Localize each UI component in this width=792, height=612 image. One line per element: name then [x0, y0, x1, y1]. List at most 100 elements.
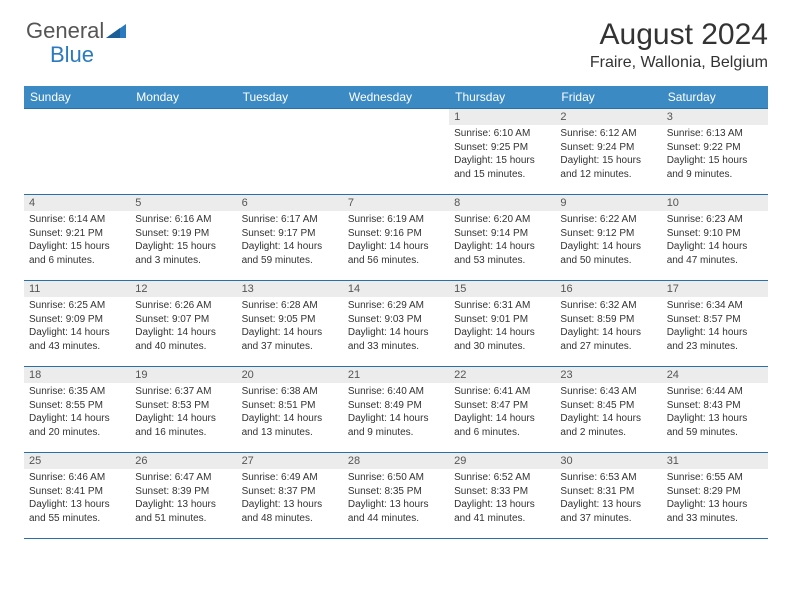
day-line-d1: Daylight: 14 hours: [242, 240, 338, 254]
day-line-d1: Daylight: 14 hours: [454, 240, 550, 254]
day-line-ss: Sunset: 8:49 PM: [348, 399, 444, 413]
day-line-d1: Daylight: 14 hours: [560, 326, 656, 340]
weekday-header: Saturday: [662, 86, 768, 109]
calendar-cell: 5Sunrise: 6:16 AMSunset: 9:19 PMDaylight…: [130, 195, 236, 281]
calendar-cell: 6Sunrise: 6:17 AMSunset: 9:17 PMDaylight…: [237, 195, 343, 281]
day-details: Sunrise: 6:55 AMSunset: 8:29 PMDaylight:…: [662, 469, 768, 529]
day-line-sr: Sunrise: 6:35 AM: [29, 385, 125, 399]
day-line-sr: Sunrise: 6:19 AM: [348, 213, 444, 227]
day-line-ss: Sunset: 9:14 PM: [454, 227, 550, 241]
day-line-d1: Daylight: 13 hours: [667, 498, 763, 512]
day-details: Sunrise: 6:47 AMSunset: 8:39 PMDaylight:…: [130, 469, 236, 529]
day-details: Sunrise: 6:19 AMSunset: 9:16 PMDaylight:…: [343, 211, 449, 271]
calendar-cell: [24, 109, 130, 195]
calendar-cell: 13Sunrise: 6:28 AMSunset: 9:05 PMDayligh…: [237, 281, 343, 367]
day-line-d2: and 43 minutes.: [29, 340, 125, 354]
day-line-d2: and 50 minutes.: [560, 254, 656, 268]
day-number: 16: [555, 281, 661, 297]
day-details: Sunrise: 6:10 AMSunset: 9:25 PMDaylight:…: [449, 125, 555, 185]
day-line-sr: Sunrise: 6:38 AM: [242, 385, 338, 399]
calendar-cell: 26Sunrise: 6:47 AMSunset: 8:39 PMDayligh…: [130, 453, 236, 539]
day-line-d2: and 40 minutes.: [135, 340, 231, 354]
day-line-ss: Sunset: 9:03 PM: [348, 313, 444, 327]
day-line-sr: Sunrise: 6:13 AM: [667, 127, 763, 141]
day-number: 18: [24, 367, 130, 383]
day-line-ss: Sunset: 9:25 PM: [454, 141, 550, 155]
day-line-d1: Daylight: 13 hours: [667, 412, 763, 426]
day-number: 12: [130, 281, 236, 297]
day-line-d2: and 3 minutes.: [135, 254, 231, 268]
day-line-ss: Sunset: 9:07 PM: [135, 313, 231, 327]
day-details: Sunrise: 6:46 AMSunset: 8:41 PMDaylight:…: [24, 469, 130, 529]
calendar-row: 1Sunrise: 6:10 AMSunset: 9:25 PMDaylight…: [24, 109, 768, 195]
day-line-d1: Daylight: 14 hours: [667, 326, 763, 340]
day-line-ss: Sunset: 8:51 PM: [242, 399, 338, 413]
day-number: 22: [449, 367, 555, 383]
day-number: 3: [662, 109, 768, 125]
day-line-d1: Daylight: 13 hours: [560, 498, 656, 512]
day-line-d2: and 37 minutes.: [560, 512, 656, 526]
day-line-d2: and 59 minutes.: [667, 426, 763, 440]
day-details: Sunrise: 6:52 AMSunset: 8:33 PMDaylight:…: [449, 469, 555, 529]
day-number: 30: [555, 453, 661, 469]
day-line-d1: Daylight: 14 hours: [135, 326, 231, 340]
day-line-ss: Sunset: 9:24 PM: [560, 141, 656, 155]
day-number: 15: [449, 281, 555, 297]
day-details: Sunrise: 6:53 AMSunset: 8:31 PMDaylight:…: [555, 469, 661, 529]
day-line-ss: Sunset: 9:16 PM: [348, 227, 444, 241]
calendar-row: 18Sunrise: 6:35 AMSunset: 8:55 PMDayligh…: [24, 367, 768, 453]
day-line-ss: Sunset: 8:41 PM: [29, 485, 125, 499]
day-line-ss: Sunset: 8:57 PM: [667, 313, 763, 327]
day-number: 2: [555, 109, 661, 125]
day-number: 26: [130, 453, 236, 469]
day-line-d2: and 55 minutes.: [29, 512, 125, 526]
weekday-header: Monday: [130, 86, 236, 109]
day-number: 6: [237, 195, 343, 211]
day-line-ss: Sunset: 9:17 PM: [242, 227, 338, 241]
day-line-d1: Daylight: 13 hours: [135, 498, 231, 512]
calendar-cell: 7Sunrise: 6:19 AMSunset: 9:16 PMDaylight…: [343, 195, 449, 281]
calendar-cell: 15Sunrise: 6:31 AMSunset: 9:01 PMDayligh…: [449, 281, 555, 367]
day-number: 27: [237, 453, 343, 469]
day-number: 4: [24, 195, 130, 211]
day-line-d2: and 47 minutes.: [667, 254, 763, 268]
day-details: Sunrise: 6:20 AMSunset: 9:14 PMDaylight:…: [449, 211, 555, 271]
day-line-sr: Sunrise: 6:52 AM: [454, 471, 550, 485]
page-title: August 2024: [24, 18, 768, 52]
calendar-cell: [237, 109, 343, 195]
day-line-d2: and 33 minutes.: [348, 340, 444, 354]
weekday-header: Sunday: [24, 86, 130, 109]
day-line-ss: Sunset: 9:09 PM: [29, 313, 125, 327]
day-number: 29: [449, 453, 555, 469]
day-line-d1: Daylight: 14 hours: [135, 412, 231, 426]
weekday-header: Wednesday: [343, 86, 449, 109]
day-details: Sunrise: 6:25 AMSunset: 9:09 PMDaylight:…: [24, 297, 130, 357]
calendar-cell: 17Sunrise: 6:34 AMSunset: 8:57 PMDayligh…: [662, 281, 768, 367]
day-line-ss: Sunset: 9:01 PM: [454, 313, 550, 327]
calendar-cell: 24Sunrise: 6:44 AMSunset: 8:43 PMDayligh…: [662, 367, 768, 453]
day-line-d1: Daylight: 14 hours: [348, 240, 444, 254]
day-line-d1: Daylight: 14 hours: [560, 240, 656, 254]
day-line-sr: Sunrise: 6:10 AM: [454, 127, 550, 141]
day-details: Sunrise: 6:43 AMSunset: 8:45 PMDaylight:…: [555, 383, 661, 443]
day-line-d2: and 37 minutes.: [242, 340, 338, 354]
day-line-d1: Daylight: 14 hours: [348, 326, 444, 340]
calendar-cell: 11Sunrise: 6:25 AMSunset: 9:09 PMDayligh…: [24, 281, 130, 367]
calendar-cell: 23Sunrise: 6:43 AMSunset: 8:45 PMDayligh…: [555, 367, 661, 453]
day-line-d1: Daylight: 15 hours: [667, 154, 763, 168]
day-line-d1: Daylight: 15 hours: [135, 240, 231, 254]
calendar-row: 25Sunrise: 6:46 AMSunset: 8:41 PMDayligh…: [24, 453, 768, 539]
day-line-d2: and 23 minutes.: [667, 340, 763, 354]
day-line-d2: and 30 minutes.: [454, 340, 550, 354]
day-line-sr: Sunrise: 6:28 AM: [242, 299, 338, 313]
calendar-table: SundayMondayTuesdayWednesdayThursdayFrid…: [24, 86, 768, 539]
day-details: Sunrise: 6:23 AMSunset: 9:10 PMDaylight:…: [662, 211, 768, 271]
calendar-cell: 30Sunrise: 6:53 AMSunset: 8:31 PMDayligh…: [555, 453, 661, 539]
day-line-d2: and 15 minutes.: [454, 168, 550, 182]
day-line-ss: Sunset: 8:35 PM: [348, 485, 444, 499]
day-number: 19: [130, 367, 236, 383]
day-number: 17: [662, 281, 768, 297]
day-details: Sunrise: 6:28 AMSunset: 9:05 PMDaylight:…: [237, 297, 343, 357]
weekday-header: Friday: [555, 86, 661, 109]
day-line-d1: Daylight: 14 hours: [454, 412, 550, 426]
